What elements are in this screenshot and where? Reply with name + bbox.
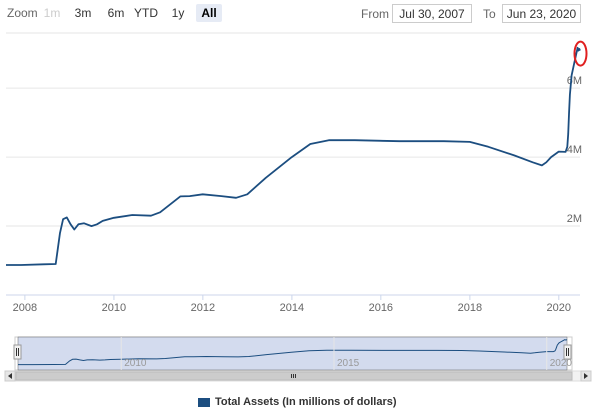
highlight-ellipse (573, 40, 588, 67)
zoom-all-button[interactable]: All (196, 4, 222, 22)
range-to-input[interactable]: Jun 23, 2020 (502, 4, 581, 23)
x-tick-label: 2008 (13, 302, 37, 314)
zoom-label: Zoom (7, 6, 38, 20)
y-tick-label: 4M (567, 144, 582, 156)
zoom-ytd-button[interactable]: YTD (134, 6, 158, 20)
navigator-right-handle[interactable] (563, 344, 572, 360)
zoom-3m-button[interactable]: 3m (74, 6, 92, 20)
legend-swatch (198, 397, 210, 407)
navigator-ticks: 2010 2015 2020 (120, 337, 573, 370)
navigator-selection[interactable] (17, 336, 568, 371)
navigator-tick-label: 2015 (337, 358, 360, 369)
navigator-series-line (18, 339, 568, 366)
scrollbar[interactable] (4, 370, 592, 382)
x-tick-label: 2014 (280, 302, 304, 314)
x-tick-label: 2018 (458, 302, 482, 314)
x-tick-label: 2012 (191, 302, 215, 314)
range-from-label: From (361, 7, 389, 21)
y-axis-ticks: 2M 4M 6M (567, 75, 582, 225)
zoom-1y-button[interactable]: 1y (171, 6, 185, 20)
y-tick-label: 6M (567, 75, 582, 87)
scrollbar-right-arrow-icon (584, 373, 588, 379)
navigator-tick-label: 2010 (124, 358, 147, 369)
legend-item[interactable]: Total Assets (In millions of dollars) (198, 395, 397, 409)
zoom-6m-button[interactable]: 6m (107, 6, 125, 20)
grid-lines (6, 32, 580, 227)
legend-label: Total Assets (In millions of dollars) (215, 396, 397, 408)
range-to-label: To (483, 7, 496, 21)
navigator-tick-label: 2020 (550, 358, 573, 369)
x-tick-label: 2020 (547, 302, 571, 314)
x-axis-ticks: 2008 2010 2012 2014 2016 2018 2020 (13, 295, 571, 314)
navigator[interactable]: 2010 2015 2020 (13, 336, 573, 371)
zoom-1m-button: 1m (43, 6, 61, 20)
scrollbar-grip-icon (291, 374, 296, 378)
series-line-total-assets (6, 46, 581, 266)
range-from-input[interactable]: Jul 30, 2007 (392, 4, 472, 23)
y-tick-label: 2M (567, 213, 582, 225)
navigator-left-handle[interactable] (13, 344, 22, 360)
x-tick-label: 2010 (102, 302, 126, 314)
scrollbar-left-arrow-icon (8, 373, 12, 379)
x-tick-label: 2016 (369, 302, 393, 314)
